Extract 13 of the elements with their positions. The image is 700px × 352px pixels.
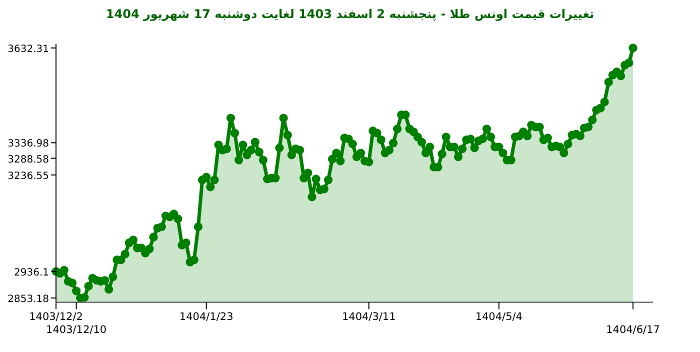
y-tick-label: 2936.1	[14, 267, 49, 278]
y-tick-label: 3632.31	[8, 44, 49, 55]
x-tick-label: 1403/12/2	[29, 311, 83, 324]
y-tick-label: 2853.18	[8, 294, 49, 305]
y-tick-label: 3336.98	[8, 138, 49, 150]
y-tick-label: 3288.58	[8, 154, 49, 166]
x-tick-label: 1403/12/10	[46, 324, 107, 336]
x-tick-label: 1404/6/17	[606, 324, 660, 336]
x-tick-label: 1404/3/11	[342, 311, 396, 324]
y-tick-label: 3236.55	[8, 170, 49, 182]
x-tick-label: 1404/1/23	[179, 311, 234, 324]
x-tick-label: 1404/5/4	[475, 311, 523, 324]
chart-title: تغییرات قیمت اونس طلا - پنجشنبه 2 اسفند 1403 لغایت دوشنبه 17 شهریور 1404	[106, 7, 594, 21]
